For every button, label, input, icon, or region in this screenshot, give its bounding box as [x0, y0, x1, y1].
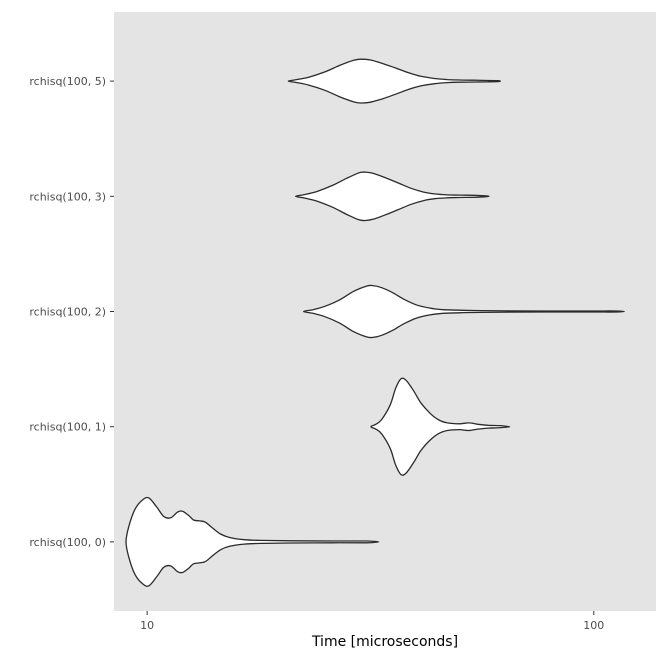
violin-0: [287, 58, 502, 104]
y-tick-label-1: rchisq(100, 3): [29, 190, 106, 203]
x-axis: 10 100: [140, 611, 604, 632]
violins-group: [125, 58, 625, 587]
x-tick-label-0: 10: [140, 619, 154, 632]
violin-3: [370, 377, 511, 476]
x-tick-label-1: 100: [583, 619, 604, 632]
violin-1: [294, 171, 490, 222]
y-tick-label-4: rchisq(100, 0): [29, 536, 106, 549]
violin-2: [302, 284, 625, 339]
y-tick-label-3: rchisq(100, 1): [29, 421, 106, 434]
y-tick-label-2: rchisq(100, 2): [29, 306, 106, 319]
violin-4: [125, 496, 380, 587]
x-axis-title: Time [microseconds]: [311, 634, 458, 650]
y-tick-label-0: rchisq(100, 5): [29, 75, 106, 88]
y-axis: rchisq(100, 5) rchisq(100, 3) rchisq(100, …: [29, 75, 114, 549]
